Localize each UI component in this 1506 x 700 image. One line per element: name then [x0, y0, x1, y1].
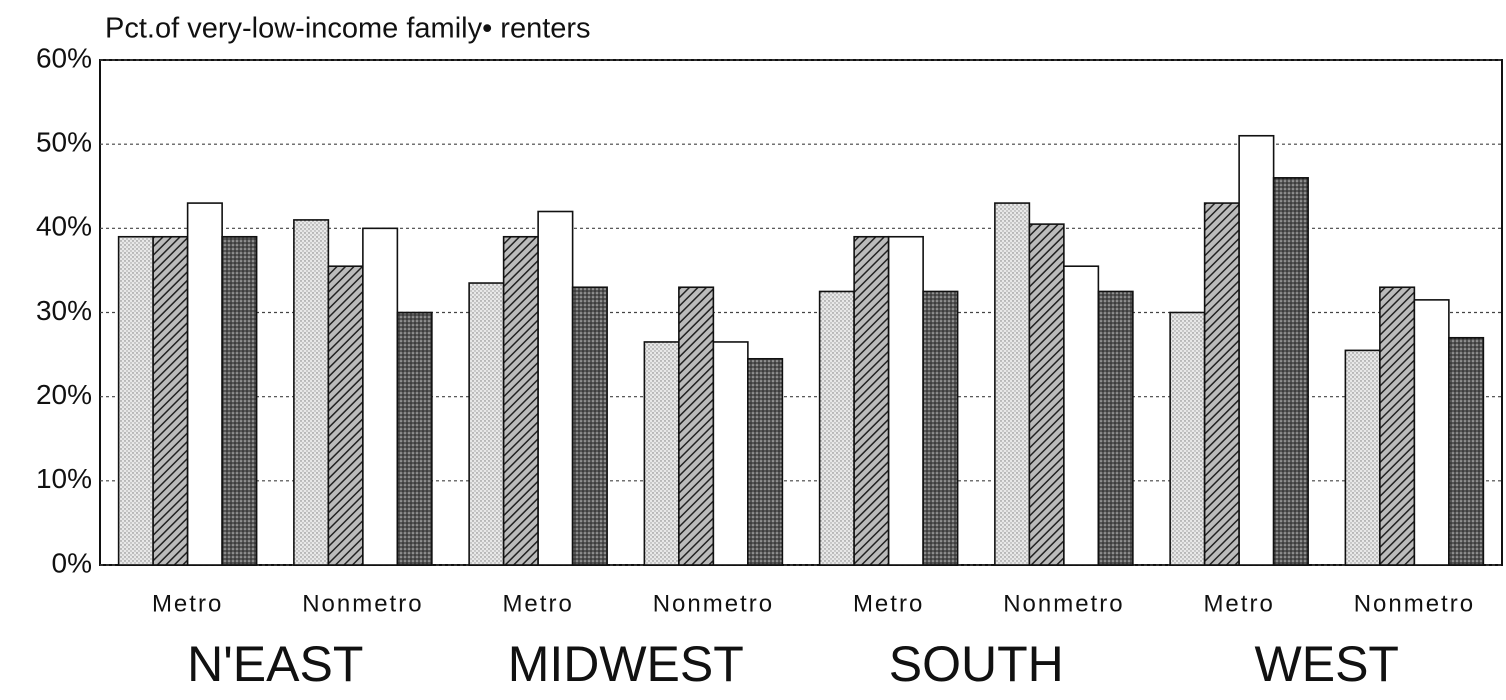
bar [1379, 286, 1416, 566]
y-tick-label: 50% [36, 127, 92, 158]
bar [468, 282, 505, 566]
bar [1344, 349, 1381, 566]
y-tick-label: 0% [52, 547, 92, 578]
bar [362, 227, 399, 566]
bar [994, 202, 1031, 566]
bar [396, 311, 433, 566]
x-tick-label: Nonmetro [653, 590, 774, 617]
y-tick-label: 60% [36, 42, 92, 73]
bar [818, 290, 855, 566]
bar [117, 235, 154, 566]
y-tick-label: 40% [36, 211, 92, 242]
chart-title: Pct.of very-low-income family• renters [105, 13, 591, 45]
bar [853, 235, 890, 566]
x-tick-label: Nonmetro [302, 590, 423, 617]
x-tick-label: Metro [502, 590, 573, 617]
x-tick-label: Nonmetro [1003, 590, 1124, 617]
y-tick-label: 30% [36, 295, 92, 326]
bar [293, 219, 330, 566]
bar [712, 341, 749, 566]
group-label: MIDWEST [508, 636, 744, 692]
bar [327, 265, 364, 566]
bar [221, 235, 258, 566]
bar [678, 286, 715, 566]
x-tick-label: Metro [152, 590, 223, 617]
bar [571, 286, 608, 566]
bar [1272, 177, 1309, 566]
bar [502, 235, 539, 566]
bar [1028, 223, 1065, 566]
y-tick-label: 20% [36, 379, 92, 410]
bar [1169, 311, 1206, 566]
bar [643, 341, 680, 566]
bar [537, 210, 574, 566]
x-tick-label: Metro [853, 590, 924, 617]
bar [1413, 299, 1450, 566]
bar [1063, 265, 1100, 566]
bar [186, 202, 223, 566]
bar [922, 290, 959, 566]
bar [1448, 336, 1485, 566]
bar [1097, 290, 1134, 566]
bar [747, 357, 784, 566]
y-tick-label: 10% [36, 463, 92, 494]
group-label: N'EAST [187, 636, 363, 692]
bar [887, 235, 924, 566]
group-label: WEST [1255, 636, 1399, 692]
x-tick-label: Metro [1203, 590, 1274, 617]
group-label: SOUTH [889, 636, 1064, 692]
bar [152, 235, 189, 566]
x-tick-label: Nonmetro [1354, 590, 1475, 617]
bar [1238, 134, 1275, 566]
bar [1203, 202, 1240, 566]
